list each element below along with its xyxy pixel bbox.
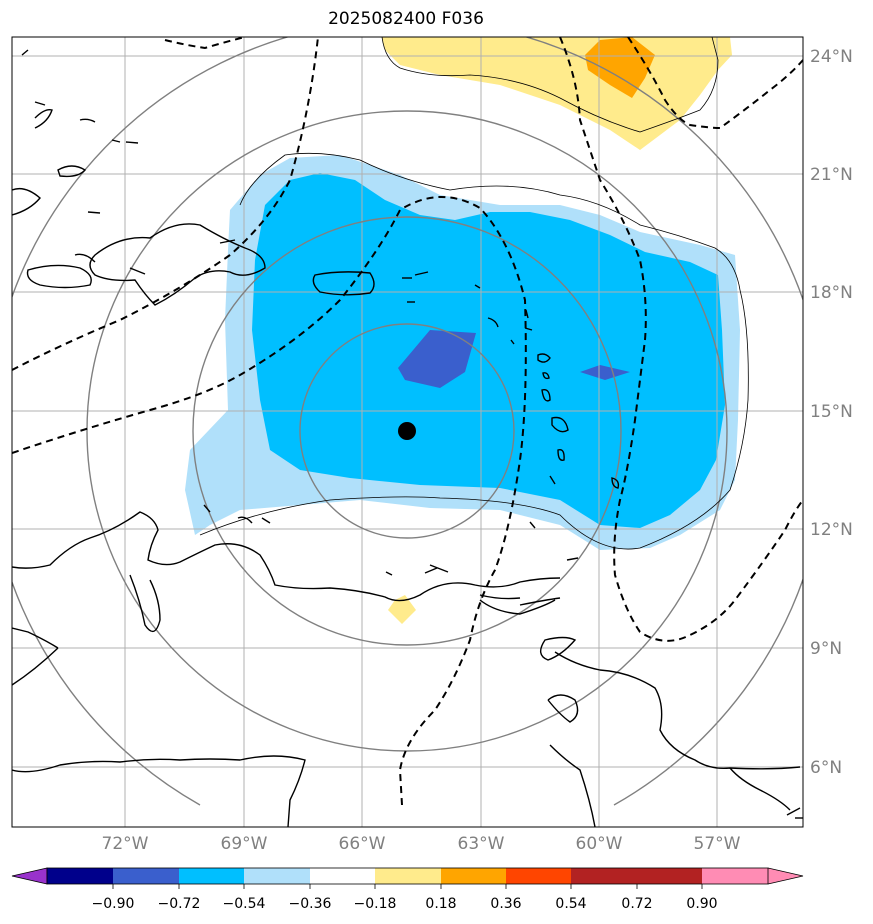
lon-label: 72°W <box>102 834 149 854</box>
colorbar-segment <box>113 868 179 884</box>
colorbar-tick-label: −0.54 <box>223 896 266 912</box>
colorbar-segment <box>441 868 506 884</box>
lat-label: 21°N <box>810 165 853 185</box>
colorbar-tick-label: −0.90 <box>92 896 135 912</box>
lon-label: 60°W <box>576 834 623 854</box>
lon-label: 69°W <box>221 834 268 854</box>
lon-label: 57°W <box>694 834 741 854</box>
lat-label: 15°N <box>810 402 853 422</box>
lat-label: 24°N <box>810 47 853 67</box>
colorbar-segment <box>506 868 571 884</box>
lat-label: 12°N <box>810 520 853 540</box>
lon-label: 63°W <box>458 834 505 854</box>
dashed-contours <box>12 37 803 806</box>
colorbar-tick-label: −0.18 <box>354 896 397 912</box>
colorbar-tick-label: −0.36 <box>289 896 332 912</box>
lat-label: 6°N <box>810 758 842 778</box>
map-frame <box>11 36 804 828</box>
lat-label: 18°N <box>810 283 853 303</box>
colorbar-frame <box>46 867 769 885</box>
range-rings <box>12 37 803 806</box>
colorbar-segment <box>47 868 113 884</box>
colorbar-tick-label: 0.72 <box>621 896 652 912</box>
longitude-labels: 72°W 69°W 66°W 63°W 60°W 57°W <box>102 834 741 854</box>
colorbar-segment <box>637 868 702 884</box>
colorbar-segment <box>375 868 441 884</box>
contour-lines <box>199 37 749 550</box>
colorbar-tick-label: 0.90 <box>686 896 717 912</box>
colorbar-tick-label: −0.72 <box>158 896 201 912</box>
contour-fill-dark-blue <box>398 330 630 388</box>
map-title: 2025082400 F036 <box>328 9 484 29</box>
contour-fill-blue <box>252 173 725 528</box>
colorbar: −0.90 −0.72 −0.54 −0.36 −0.18 0.18 0.36 … <box>11 867 804 912</box>
colorbar-extend-min <box>11 867 48 885</box>
colorbar-tick-label: 0.36 <box>490 896 521 912</box>
latitude-labels: 24°N 21°N 18°N 15°N 12°N 9°N 6°N <box>810 47 853 778</box>
colorbar-segment <box>179 868 244 884</box>
map-area <box>12 37 803 827</box>
storm-center-marker <box>398 422 416 440</box>
coastlines <box>12 49 803 827</box>
colorbar-segment <box>310 868 375 884</box>
colorbar-segment <box>571 868 637 884</box>
lon-label: 66°W <box>339 834 386 854</box>
colorbar-segment <box>244 868 310 884</box>
colorbar-tick-label: 0.18 <box>425 896 456 912</box>
colorbar-tick-label: 0.54 <box>555 896 586 912</box>
lat-label: 9°N <box>810 639 842 659</box>
